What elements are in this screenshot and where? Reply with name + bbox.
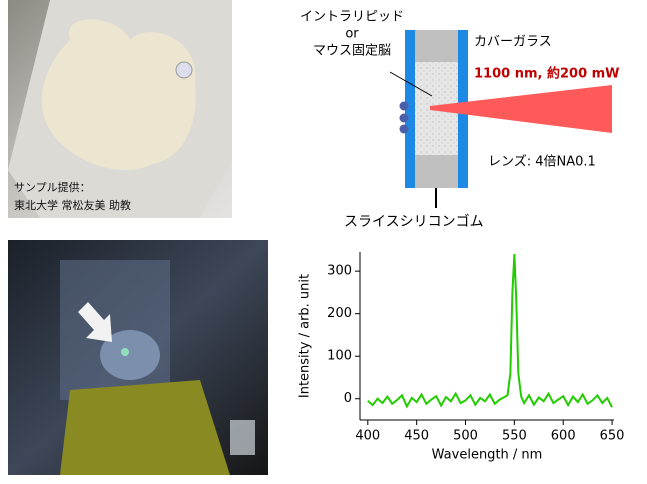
diagram-label: イントラリピッド [300, 10, 404, 25]
y-tick-label: 0 [344, 391, 352, 406]
spectrum-line [368, 254, 612, 407]
y-tick-label: 200 [327, 306, 352, 321]
y-tick-label: 100 [327, 349, 352, 364]
x-axis-label: Wavelength / nm [432, 448, 543, 463]
setup-diagram: イントラリピッド or マウス固定脳 カバーガラス 1100 nm, 約200 … [300, 10, 620, 231]
caption: 東北大学 常松友美 助教 [14, 198, 131, 212]
x-tick-label: 650 [600, 429, 625, 444]
diagram-label: 1100 nm, 約200 mW [474, 66, 620, 82]
caption: サンプル提供： [14, 180, 91, 194]
x-tick-label: 600 [551, 429, 576, 444]
figure: サンプル提供： 東北大学 常松友美 助教 イントラリピッド or マウス固定脳 … [0, 0, 647, 480]
sample-photo: サンプル提供： 東北大学 常松友美 助教 [8, 0, 232, 218]
x-tick-label: 450 [404, 429, 429, 444]
measurement-photo [8, 240, 268, 475]
x-tick-label: 550 [502, 429, 527, 444]
diagram-label: スライスシリコンゴム [344, 213, 484, 230]
diagram-label: レンズ: 4倍NA0.1 [488, 154, 596, 170]
y-tick-label: 300 [327, 264, 352, 279]
diagram-label: カバーガラス [474, 35, 552, 50]
x-tick-label: 500 [453, 429, 478, 444]
x-tick-label: 400 [355, 429, 380, 444]
diagram-label: or [345, 27, 359, 42]
diagram-label: マウス固定脳 [313, 44, 391, 59]
spectrum-chart: 0 100 200 300 400 450 500 550 600 650 Wavelength /… [298, 252, 625, 463]
y-axis-label: Intensity / arb. unit [298, 274, 313, 398]
